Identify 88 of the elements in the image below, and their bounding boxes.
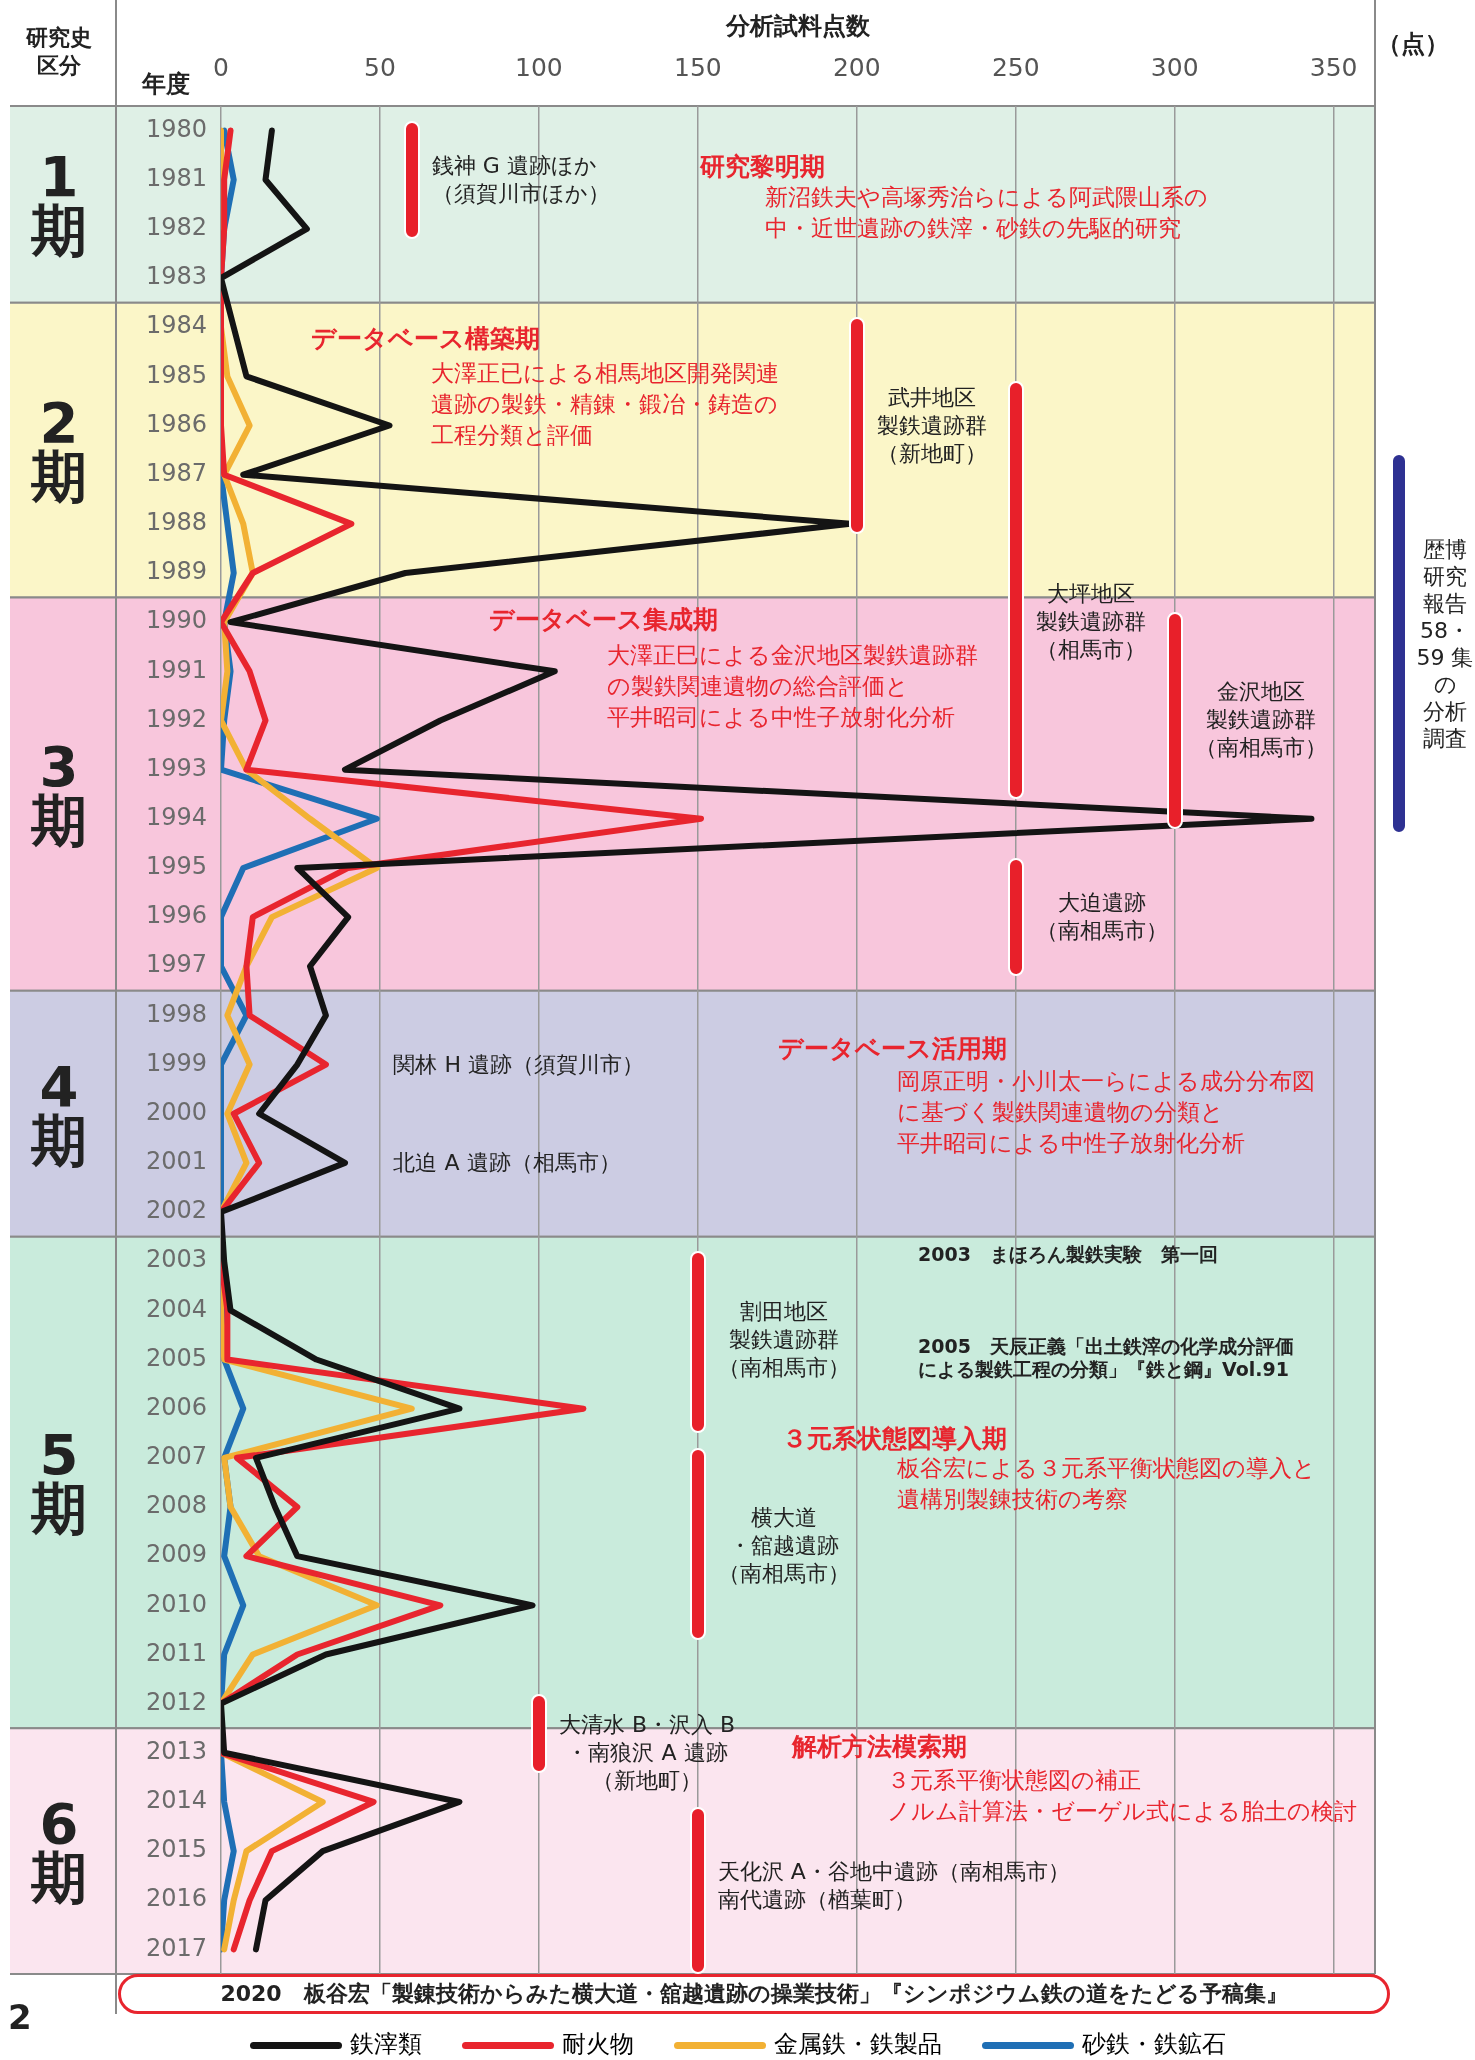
y-tick-label: 1994 (145, 803, 207, 832)
y-tick-label: 2007 (145, 1442, 207, 1471)
annotation: データベース構築期 (311, 324, 540, 353)
y-tick-label: 1990 (145, 606, 207, 635)
y-tick-label: 1993 (145, 753, 207, 782)
y-tick-label: 2017 (145, 1933, 207, 1962)
annotation: 割田地区製鉄遺跡群（南相馬市） (717, 1297, 850, 1382)
annotation: 金沢地区製鉄遺跡群（南相馬市） (1194, 678, 1327, 763)
annotation: 新沼鉄夫や高塚秀治らによる阿武隈山系の中・近世遺跡の鉄滓・砂鉄の先駆的研究 (765, 183, 1208, 243)
x-tick-label: 100 (515, 52, 563, 82)
band-label: 3期 (30, 734, 88, 854)
y-tick-label: 2009 (145, 1540, 207, 1569)
annotation: 大澤正巳による金沢地区製鉄遺跡群の製鉄関連遺物の総合評価と平井昭司による中性子放射化分析 (607, 641, 978, 732)
y-tick-label: 1995 (145, 852, 207, 881)
y-axis-title: 年度 (142, 70, 190, 98)
y-tick-label: 1984 (145, 311, 207, 340)
annotation: データベース集成期 (489, 605, 718, 634)
annotation: 大清水 B・沢入 B・南狼沢 A 遺跡（新地町） (558, 1710, 736, 1795)
annotation: 2003 まほろん製鉄実験 第一回 (918, 1243, 1218, 1266)
y-tick-label: 2005 (145, 1343, 207, 1372)
y-tick-label: 2000 (145, 1097, 207, 1126)
annotation: 大坪地区製鉄遺跡群（相馬市） (1035, 580, 1146, 665)
y-tick-label: 2002 (145, 1196, 207, 1225)
y-tick-label: 1997 (145, 950, 207, 979)
text: 歴博研究報告58・59 集の分析調査 (1415, 536, 1475, 752)
y-tick-label: 2008 (145, 1491, 207, 1520)
annotation: 武井地区製鉄遺跡群（新地町） (876, 383, 987, 468)
annotation: 大澤正已による相馬地区開発関連遺跡の製鉄・精錬・鍛冶・鋳造の工程分類と評価 (431, 359, 779, 450)
annotation: 銭神 G 遺跡ほか（須賀川市ほか） (431, 151, 610, 208)
annotation: 岡原正明・小川太一らによる成分分布図に基づく製鉄関連遺物の分類と平井昭司による中性子放射化分析 (897, 1067, 1315, 1158)
annotation: 関林 H 遺跡（須賀川市） (393, 1050, 645, 1079)
y-tick-label: 1988 (145, 508, 207, 537)
legend-label: 耐火物 (560, 2029, 634, 2060)
annotation: 板谷宏による３元系平衡状態図の導入と遺構別製錬技術の考察 (897, 1454, 1316, 1514)
y-tick-label: 1999 (145, 1048, 207, 1077)
y-tick-label: 1980 (145, 114, 207, 143)
y-tick-label: 2006 (145, 1392, 207, 1421)
x-tick-label: 0 (213, 52, 229, 82)
legend-label: 鉄滓類 (348, 2029, 422, 2060)
annotation: 解析方法模索期 (792, 1732, 967, 1761)
y-tick-label: 2004 (145, 1294, 207, 1323)
annotation: ３元系平衡状態図の補正ノルム計算法・ゼーゲル式による胎土の検討 (887, 1766, 1357, 1826)
y-tick-label: 2016 (145, 1884, 207, 1913)
band-label: 4期 (30, 1053, 88, 1173)
y-tick-label: 1998 (145, 999, 207, 1028)
x-tick-label: 250 (991, 52, 1040, 82)
annotation: 大迫遺跡（南相馬市） (1035, 889, 1168, 946)
x-tick-label: 150 (674, 52, 722, 82)
legend-label: 砂鉄・鉄鉱石 (1080, 2029, 1226, 2060)
text: （点） (1377, 30, 1449, 58)
legend-label: 金属鉄・鉄製品 (772, 2029, 942, 2060)
y-tick-label: 2003 (145, 1245, 207, 1274)
text: 2020 板谷宏「製錬技術からみた横大道・舘越遺跡の操業技術」『シンポジウム鉄の道をたどる予稿集』 (118, 1974, 1390, 2014)
y-tick-label: 2015 (145, 1835, 207, 1864)
annotation: 2005 天辰正義「出土鉄滓の化学成分評価による製鉄工程の分類」『鉄と鋼』Vol.91 (918, 1335, 1294, 1381)
y-tick-label: 1989 (145, 557, 207, 586)
band-label: 5期 (30, 1422, 88, 1542)
y-tick-label: 1982 (145, 213, 207, 242)
text: 2 (8, 1997, 32, 2037)
y-tick-label: 1986 (145, 409, 207, 438)
y-tick-label: 2013 (145, 1737, 207, 1766)
x-tick-label: 50 (364, 52, 396, 82)
y-tick-label: 2014 (145, 1786, 207, 1815)
annotation: 天化沢 A・谷地中遺跡（南相馬市）南代遺跡（楢葉町） (717, 1857, 1070, 1914)
y-tick-label: 1983 (145, 262, 207, 291)
band-label: 2期 (30, 390, 88, 510)
y-tick-label: 1981 (145, 163, 207, 192)
annotation: 研究黎明期 (700, 152, 825, 181)
band-label: 6期 (30, 1791, 88, 1911)
annotation: データベース活用期 (778, 1034, 1007, 1063)
x-axis-title: 分析試料点数 (726, 12, 870, 40)
y-tick-label: 2001 (145, 1147, 207, 1176)
annotation: 横大道・舘越遺跡（南相馬市） (717, 1504, 850, 1589)
annotation: 北迫 A 遺跡（相馬市） (393, 1148, 621, 1177)
y-tick-label: 1992 (145, 704, 207, 733)
y-tick-label: 2010 (145, 1589, 207, 1618)
y-tick-label: 1996 (145, 901, 207, 930)
y-tick-label: 2011 (145, 1638, 207, 1667)
x-tick-label: 350 (1309, 52, 1358, 82)
x-tick-label: 200 (832, 52, 881, 82)
y-tick-label: 1985 (145, 360, 207, 389)
x-tick-label: 300 (1150, 52, 1199, 82)
text: 研究史区分 (25, 24, 93, 80)
y-tick-label: 2012 (145, 1687, 207, 1716)
annotation: ３元系状態図導入期 (782, 1424, 1007, 1453)
y-tick-label: 1987 (145, 458, 207, 487)
band-label: 1期 (30, 144, 88, 264)
y-tick-label: 1991 (145, 655, 207, 684)
